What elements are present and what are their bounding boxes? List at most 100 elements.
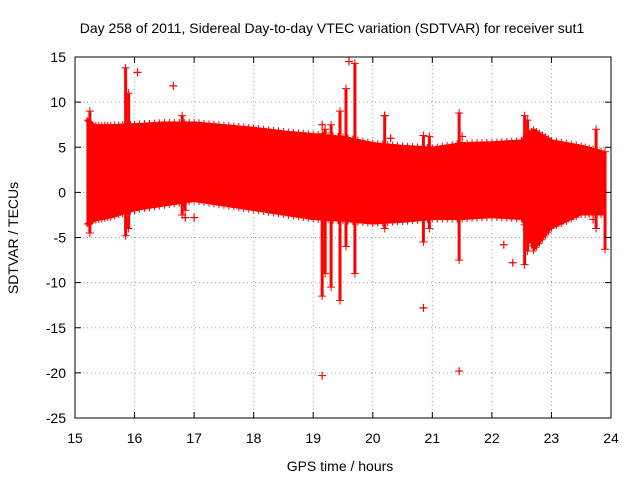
band-edge-marker: [325, 132, 332, 224]
band-edge-marker: [136, 120, 143, 213]
band-edge-marker: [573, 141, 580, 221]
band-edge-marker: [508, 137, 515, 222]
band-edge-marker: [119, 121, 126, 218]
band-edge-marker: [83, 117, 90, 227]
band-edge-marker: [245, 123, 252, 213]
band-edge-marker: [528, 128, 535, 249]
data-point: [589, 215, 598, 224]
band-edge-marker: [553, 137, 560, 230]
spike-marker: [350, 59, 359, 278]
band-edge-marker: [115, 121, 122, 219]
spike-marker: [327, 120, 336, 292]
band-edge-marker: [483, 138, 490, 221]
spike-marker: [318, 129, 327, 301]
band-edge-marker: [201, 119, 208, 206]
band-edge-marker: [539, 131, 546, 243]
band-edge-marker: [250, 124, 257, 214]
band-edge-marker: [359, 137, 366, 227]
spike-marker: [592, 125, 601, 233]
data-point: [190, 213, 199, 222]
band-edge-marker: [498, 138, 505, 222]
band-edge-marker: [210, 120, 217, 208]
x-tick-label: 23: [544, 430, 560, 446]
x-tick-label: 17: [186, 430, 202, 446]
x-tick-label: 20: [365, 430, 381, 446]
band-edge-marker: [275, 127, 282, 218]
band-edge-marker: [354, 136, 361, 226]
data-point: [547, 138, 556, 147]
band-edge-marker: [181, 118, 188, 206]
band-edge-marker: [310, 130, 317, 223]
x-tick-label: 21: [425, 430, 441, 446]
band-edge-marker: [454, 140, 461, 223]
band-edge-marker: [526, 129, 533, 244]
band-edge-marker: [255, 124, 262, 215]
data-point: [508, 258, 517, 267]
band-edge-marker: [563, 139, 570, 225]
band-edge-marker: [171, 118, 178, 208]
band-edge-marker: [399, 142, 406, 226]
spike-marker: [85, 107, 94, 237]
band-edge-marker: [364, 138, 371, 227]
data-point: [169, 81, 178, 90]
spike-marker: [520, 111, 529, 269]
band-edge-marker: [344, 134, 351, 225]
x-axis-label: GPS time / hours: [287, 458, 394, 474]
spike-marker: [181, 120, 190, 215]
data-point: [380, 111, 389, 120]
data-point: [318, 120, 327, 129]
band-edge-marker: [340, 133, 346, 225]
band-edge-marker: [493, 138, 500, 221]
band-edge-marker: [369, 139, 376, 227]
y-tick-label: -15: [46, 320, 66, 336]
x-tick-label: 18: [246, 430, 262, 446]
band-edge-marker: [270, 126, 277, 217]
spike-marker: [321, 125, 330, 278]
band-edge-marker: [230, 122, 237, 211]
band-edge-marker: [414, 143, 421, 224]
band-edge-marker: [131, 120, 138, 214]
band-edge-marker: [474, 139, 480, 222]
spike-marker: [601, 147, 610, 254]
band-edge-marker: [590, 145, 597, 218]
band-edge-marker: [503, 137, 510, 222]
band-edge-marker: [166, 118, 173, 209]
band-edge-marker: [220, 121, 227, 209]
band-edge-marker: [558, 138, 565, 227]
y-tick-label: 10: [50, 94, 66, 110]
band-edge-marker: [215, 121, 222, 209]
spike-marker: [178, 111, 187, 219]
band-edge-marker: [151, 119, 158, 211]
band-edge-marker: [389, 141, 396, 226]
band-edge-marker: [240, 123, 247, 212]
band-edge-marker: [186, 118, 193, 206]
band-edge-marker: [84, 117, 91, 227]
band-edge-marker: [305, 130, 312, 222]
band-edge-marker: [449, 141, 456, 223]
spike-marker: [523, 116, 532, 256]
band-edge-marker: [146, 119, 153, 212]
band-edge-marker: [578, 142, 585, 218]
band-edge-marker: [161, 118, 168, 209]
data-point: [386, 134, 395, 143]
band-edge-marker: [141, 120, 148, 212]
band-edge-marker: [545, 135, 552, 236]
band-edge-marker: [176, 118, 183, 207]
x-tick-label: 15: [67, 430, 83, 446]
band-edge-marker: [404, 142, 411, 225]
band-edge-marker: [469, 139, 476, 222]
spike-marker: [425, 132, 434, 233]
band-edge-marker: [196, 119, 203, 206]
x-tick-label: 22: [484, 430, 500, 446]
y-tick-label: 15: [50, 49, 66, 65]
band-edge-marker: [464, 139, 471, 223]
band-edge-marker: [598, 147, 605, 218]
band-edge-marker: [536, 129, 543, 247]
band-edge-marker: [518, 137, 525, 223]
band-edge-marker: [488, 138, 495, 221]
band-edge-marker: [349, 135, 356, 226]
band-edge-marker: [379, 140, 386, 227]
chart-title: Day 258 of 2011, Sidereal Day-to-day VTE…: [80, 20, 585, 36]
band-edge-marker: [335, 132, 342, 224]
